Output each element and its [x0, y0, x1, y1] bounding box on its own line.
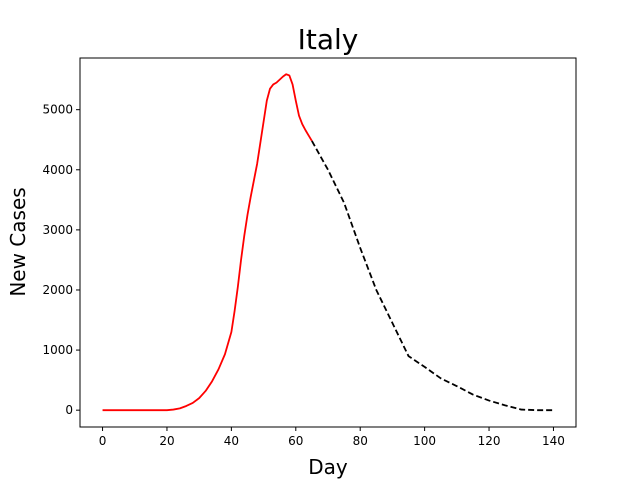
x-tick-label: 140	[542, 434, 565, 448]
plot-frame	[79, 57, 577, 428]
y-axis: 0 1000 2000 3000 4000 5000	[42, 103, 80, 417]
y-tick-label: 1000	[42, 343, 73, 357]
x-axis: 0 20 40 60 80 100 120 140	[99, 427, 565, 448]
x-tick-label: 60	[288, 434, 303, 448]
plot-lines	[102, 73, 554, 412]
y-tick-label: 5000	[42, 103, 73, 117]
y-tick-label: 3000	[42, 223, 73, 237]
x-tick-label: 80	[353, 434, 368, 448]
x-tick-label: 100	[413, 434, 436, 448]
x-tick-label: 40	[224, 434, 239, 448]
chart-title: Italy	[298, 23, 359, 56]
y-axis-label: New Cases	[6, 187, 30, 296]
x-axis-label: Day	[308, 455, 348, 479]
y-tick-label: 4000	[42, 163, 73, 177]
y-tick-label: 0	[65, 403, 73, 417]
observed-series-line	[102, 73, 313, 412]
x-tick-label: 20	[159, 434, 174, 448]
x-tick-label: 0	[99, 434, 107, 448]
projected-series-line	[311, 140, 554, 412]
x-tick-label: 120	[478, 434, 501, 448]
y-tick-label: 2000	[42, 283, 73, 297]
